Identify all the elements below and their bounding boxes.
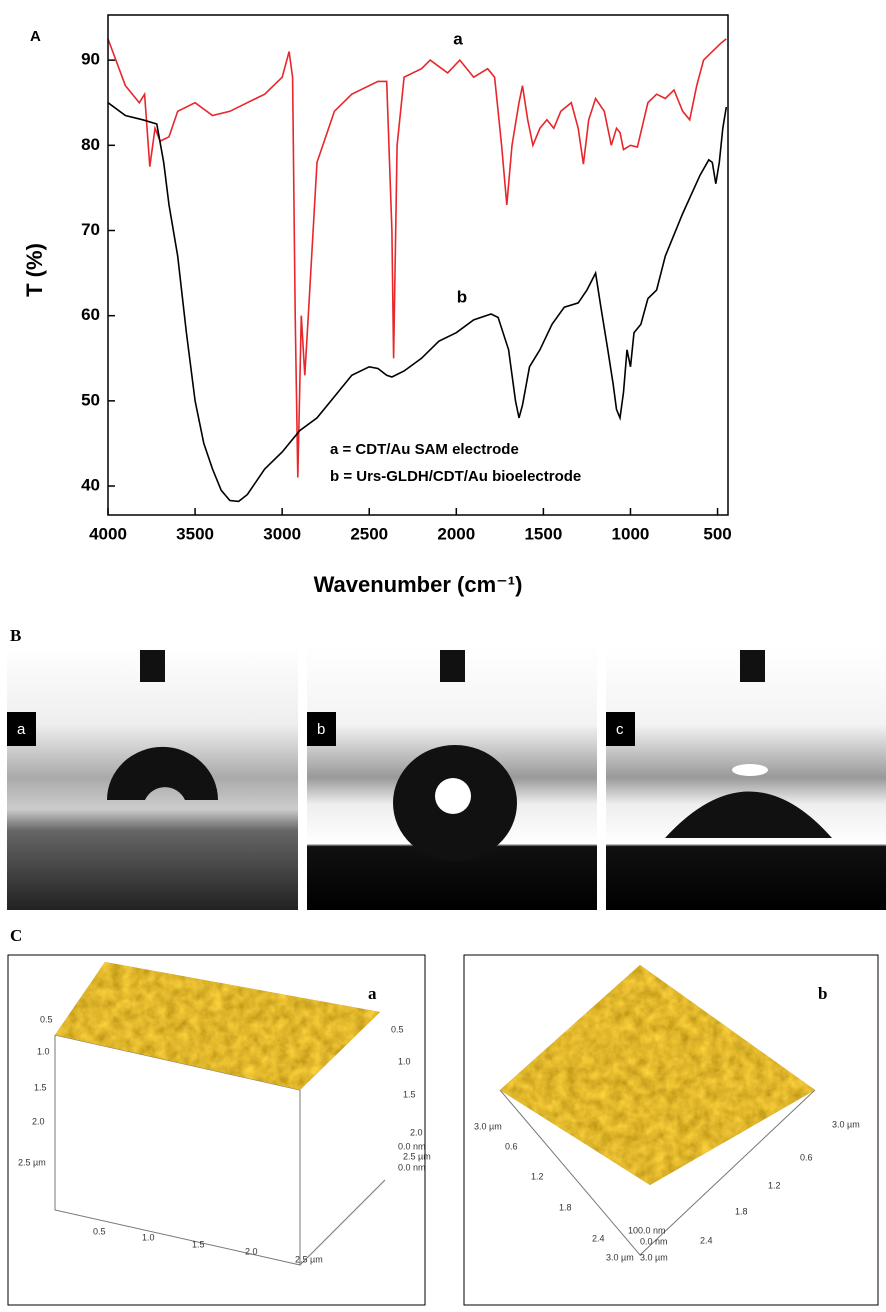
panel-label: A [30, 28, 41, 45]
x-tick-label: 3000 [263, 524, 301, 543]
afm-axis-label: 0.6 [800, 1152, 813, 1162]
x-tick-label: 1000 [612, 524, 650, 543]
afm-axis-label: 0.0 nm [398, 1162, 426, 1172]
series-line [107, 38, 727, 478]
x-tick-label: 3500 [176, 524, 214, 543]
afm-axis-label: 2.5 µm [403, 1151, 431, 1161]
afm-axis-label: 3.0 µm [832, 1119, 860, 1129]
afm-axis-label: 3.0 µm [474, 1121, 502, 1131]
afm-axis-label: 2.5 µm [295, 1254, 323, 1264]
panel-label: B [10, 626, 21, 645]
y-tick-label: 70 [81, 220, 100, 239]
afm-axis-label: 1.5 [403, 1089, 416, 1099]
x-tick-label: 500 [703, 524, 731, 543]
series-line [107, 102, 728, 503]
x-axis-label: Wavenumber (cm⁻¹) [314, 572, 523, 597]
x-tick-label: 2500 [350, 524, 388, 543]
afm-axis-label: 2.0 [410, 1127, 423, 1137]
y-tick-label: 80 [81, 135, 100, 154]
afm-axis-label: 100.0 nm [628, 1225, 666, 1235]
afm-axis-label: 3.0 µm [606, 1252, 634, 1262]
afm-b [499, 965, 816, 1256]
afm-axis-label: 0.5 [93, 1226, 106, 1236]
afm-axis-label: 3.0 µm [640, 1252, 668, 1262]
afm-axis-label: 0.0 nm [640, 1236, 668, 1246]
afm-axis-label: 1.0 [37, 1046, 50, 1056]
afm-axis-label: 1.0 [398, 1056, 411, 1066]
y-tick-label: 50 [81, 390, 100, 409]
afm-label: b [818, 984, 827, 1003]
afm-axis-label: 2.4 [592, 1233, 605, 1243]
x-tick-label: 2000 [437, 524, 475, 543]
photo-label: b [317, 721, 325, 738]
afm-axis-label: 0.5 [40, 1014, 53, 1024]
afm-axis-label: 2.0 [32, 1116, 45, 1126]
plot-frame [107, 14, 729, 516]
y-axis-label: T (%) [22, 243, 47, 297]
y-tick-label: 90 [81, 50, 100, 69]
annotation: a = CDT/Au SAM electrode [330, 441, 519, 458]
afm-axis-label: 1.5 [34, 1082, 47, 1092]
photo-tag [307, 712, 336, 746]
afm-axis-label: 1.0 [142, 1232, 155, 1242]
afm-axis-label: 1.5 [192, 1239, 205, 1249]
afm-axis-label: 1.2 [531, 1171, 544, 1181]
afm-axis-label: 1.8 [559, 1202, 572, 1212]
afm-axis-label: 2.5 µm [18, 1157, 46, 1167]
photo-c [606, 645, 886, 910]
x-tick-label: 4000 [89, 524, 127, 543]
y-tick-label: 40 [81, 476, 100, 495]
x-tick-label: 1500 [524, 524, 562, 543]
panel-label: C [10, 926, 22, 945]
photo-tag [606, 712, 635, 746]
photo-tag [7, 712, 36, 746]
afm-frame [7, 954, 426, 1306]
afm-axis-label: 0.6 [505, 1141, 518, 1151]
afm-label: a [368, 984, 377, 1003]
photo-label: c [616, 721, 624, 738]
photo-a [7, 645, 298, 910]
photo-label: a [17, 721, 26, 738]
afm-axis-label: 0.5 [391, 1024, 404, 1034]
afm-axis-label: 1.2 [768, 1180, 781, 1190]
annotation: b = Urs-GLDH/CDT/Au bioelectrode [330, 468, 581, 485]
afm-axis-label: 2.0 [245, 1246, 258, 1256]
y-tick-label: 60 [81, 305, 100, 324]
afm-axis-label: 0.0 nm [398, 1141, 426, 1151]
afm-axis-label: 1.8 [735, 1206, 748, 1216]
afm-a [54, 962, 386, 1266]
afm-frame [463, 954, 879, 1306]
annotation: a [453, 29, 463, 48]
afm-axis-label: 2.4 [700, 1235, 713, 1245]
photo-b [307, 645, 597, 910]
annotation: b [457, 287, 467, 306]
